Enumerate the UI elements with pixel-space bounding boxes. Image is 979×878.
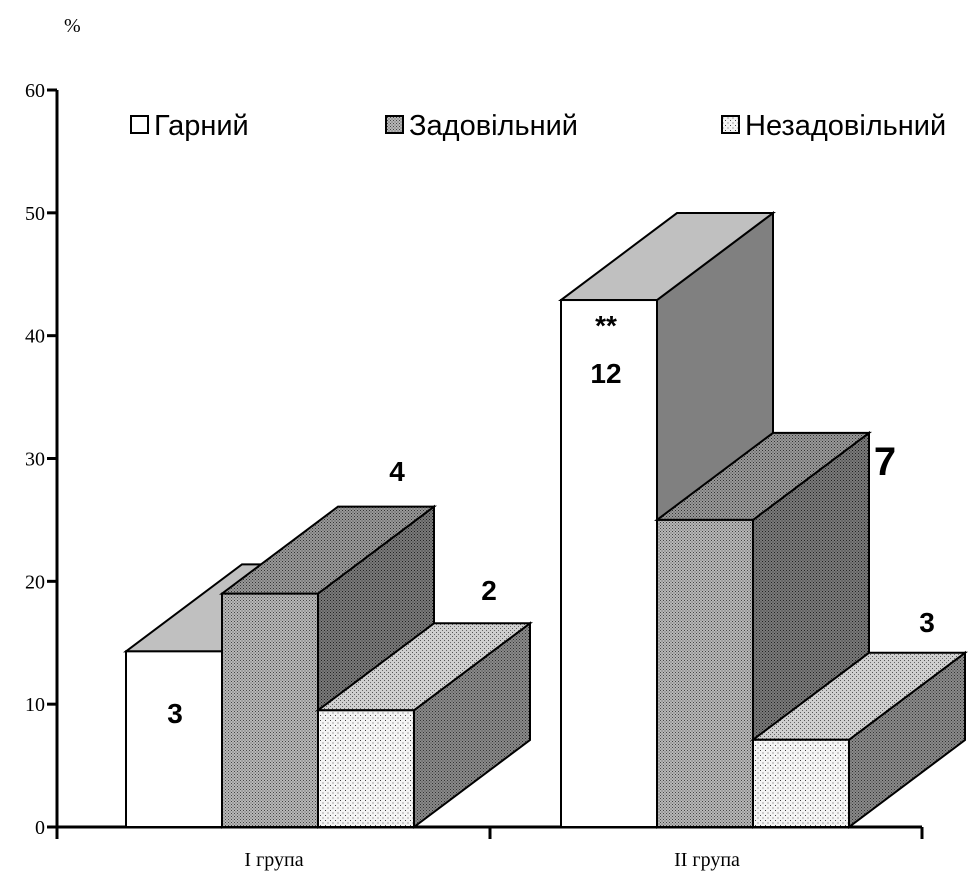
bar-Незадовільний-II група bbox=[750, 650, 968, 829]
x-axis-categories: I група II група bbox=[244, 849, 740, 871]
legend-label: Задовільний bbox=[409, 110, 578, 142]
legend-item: Гарний bbox=[130, 110, 249, 142]
y-tick-label: 50 bbox=[25, 203, 45, 225]
y-tick-label: 20 bbox=[25, 571, 45, 593]
bar-front bbox=[221, 592, 319, 828]
bar-Незадовільний-I група bbox=[315, 621, 533, 829]
data-label: 2 bbox=[481, 575, 497, 606]
category-label: I група bbox=[244, 849, 303, 871]
legend-label: Гарний bbox=[154, 110, 249, 142]
data-label: 3 bbox=[167, 698, 183, 729]
data-label: 4 bbox=[389, 456, 405, 487]
legend-item: Задовільний bbox=[385, 110, 578, 142]
data-label: 12 bbox=[590, 358, 621, 389]
bars bbox=[123, 211, 968, 829]
bar-front bbox=[656, 518, 754, 829]
y-tick-label: 40 bbox=[25, 326, 45, 348]
bar-front bbox=[125, 650, 223, 828]
legend-swatch bbox=[721, 115, 740, 134]
y-axis-label: % bbox=[64, 15, 81, 37]
bar-front bbox=[752, 738, 850, 828]
y-tick-label: 0 bbox=[35, 817, 45, 839]
y-axis-ticks: 0 10 20 30 40 50 60 bbox=[25, 80, 57, 839]
legend-swatch bbox=[130, 115, 149, 134]
y-tick-label: 30 bbox=[25, 449, 45, 471]
legend-swatch bbox=[385, 115, 404, 134]
data-label: 7 bbox=[874, 440, 896, 484]
data-labels: 3 4 2 12 7 3 ** bbox=[167, 310, 935, 729]
legend-item: Незадовільний bbox=[721, 110, 946, 142]
y-tick-label: 60 bbox=[25, 80, 45, 102]
legend-label: Незадовільний bbox=[745, 110, 946, 142]
data-label: 3 bbox=[919, 607, 935, 638]
y-tick-label: 10 bbox=[25, 694, 45, 716]
category-label: II група bbox=[674, 849, 740, 871]
bar-front bbox=[560, 299, 658, 829]
legend: Гарний Задовільний Незадовільний bbox=[130, 110, 946, 142]
bar-front bbox=[317, 709, 415, 829]
significance-annotation: ** bbox=[595, 310, 617, 341]
